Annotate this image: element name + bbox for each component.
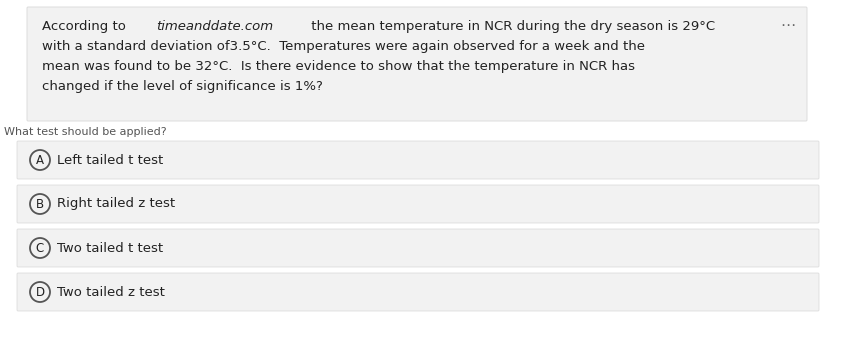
Text: B: B: [36, 198, 44, 210]
Text: Left tailed t test: Left tailed t test: [57, 154, 163, 166]
FancyBboxPatch shape: [17, 141, 819, 179]
Text: D: D: [35, 285, 45, 299]
Text: Two tailed z test: Two tailed z test: [57, 285, 165, 299]
Text: the mean temperature in NCR during the dry season is 29°C: the mean temperature in NCR during the d…: [307, 20, 715, 33]
FancyBboxPatch shape: [27, 7, 807, 121]
FancyBboxPatch shape: [17, 185, 819, 223]
Text: C: C: [36, 242, 44, 255]
Text: According to: According to: [42, 20, 130, 33]
Text: with a standard deviation of3.5°C.  Temperatures were again observed for a week : with a standard deviation of3.5°C. Tempe…: [42, 40, 645, 53]
Text: Two tailed t test: Two tailed t test: [57, 242, 163, 255]
Text: A: A: [36, 154, 44, 166]
Text: Right tailed z test: Right tailed z test: [57, 198, 175, 210]
FancyBboxPatch shape: [17, 229, 819, 267]
Text: ⋯: ⋯: [780, 18, 796, 33]
Text: mean was found to be 32°C.  Is there evidence to show that the temperature in NC: mean was found to be 32°C. Is there evid…: [42, 60, 635, 73]
Text: timeanddate.com: timeanddate.com: [156, 20, 272, 33]
Text: What test should be applied?: What test should be applied?: [4, 127, 167, 137]
Text: changed if the level of significance is 1%?: changed if the level of significance is …: [42, 80, 323, 93]
FancyBboxPatch shape: [17, 273, 819, 311]
